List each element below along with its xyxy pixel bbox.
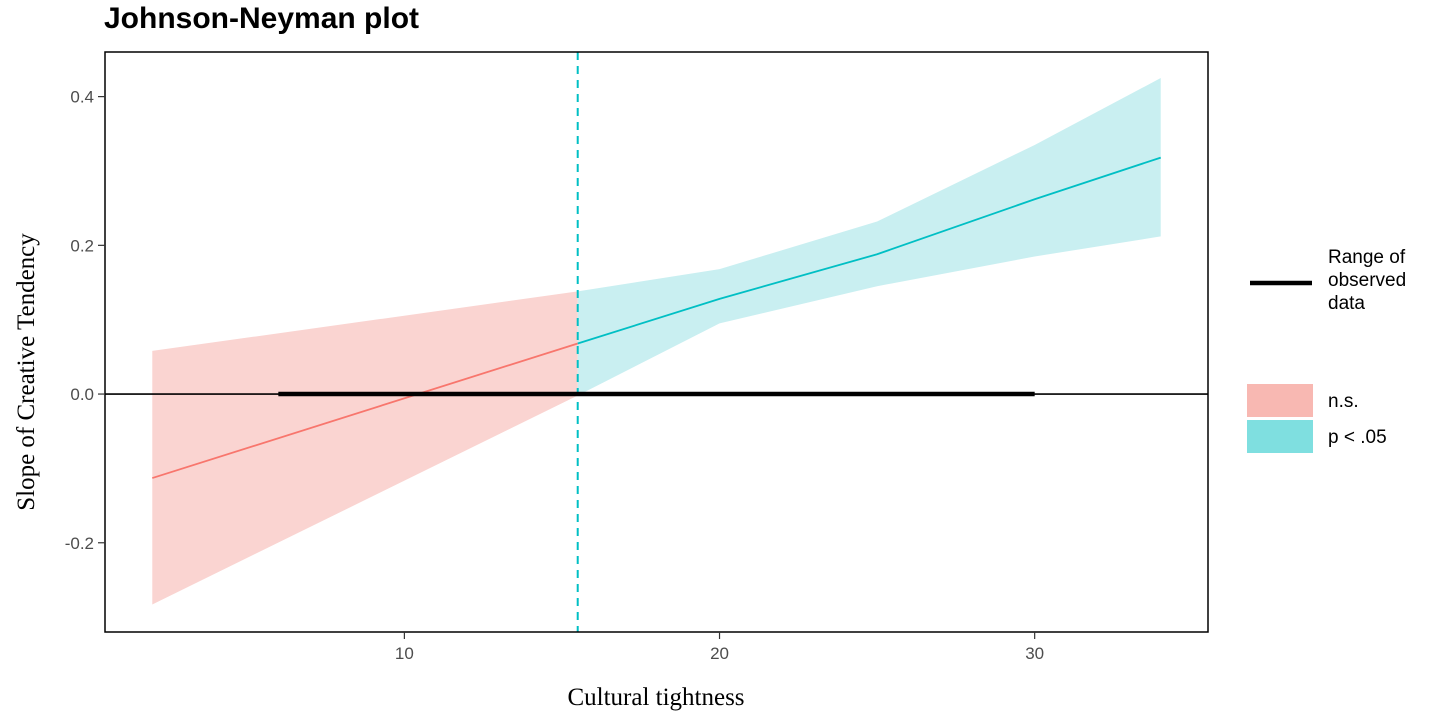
x-axis-title: Cultural tightness bbox=[567, 684, 744, 711]
chart-title: Johnson-Neyman plot bbox=[104, 2, 420, 35]
confidence-band-ns bbox=[152, 291, 578, 605]
slope-line-ns bbox=[151, 342, 578, 479]
y-tick-label: 0.2 bbox=[70, 236, 94, 255]
y-tick-label: 0.0 bbox=[70, 385, 94, 404]
y-tick-label: 0.4 bbox=[70, 88, 94, 107]
plot-panel-border bbox=[104, 51, 1209, 633]
confidence-band-significant bbox=[577, 78, 1161, 396]
legend-range-label: Range of bbox=[1328, 247, 1406, 268]
legend-swatch-significant bbox=[1247, 420, 1313, 453]
x-tick-label: 20 bbox=[710, 644, 729, 663]
y-tick-label: -0.2 bbox=[65, 534, 94, 553]
x-tick-label: 30 bbox=[1025, 644, 1044, 663]
legend-label-ns: n.s. bbox=[1328, 391, 1359, 412]
x-tick-label: 10 bbox=[395, 644, 414, 663]
legend-range-label: data bbox=[1328, 293, 1365, 314]
legend-range-label: observed bbox=[1328, 270, 1406, 291]
y-axis-title: Slope of Creative Tendency bbox=[13, 233, 40, 511]
legend-label-significant: p < .05 bbox=[1328, 427, 1387, 448]
slope-line-significant bbox=[577, 156, 1162, 345]
legend-swatch-ns bbox=[1247, 384, 1313, 417]
